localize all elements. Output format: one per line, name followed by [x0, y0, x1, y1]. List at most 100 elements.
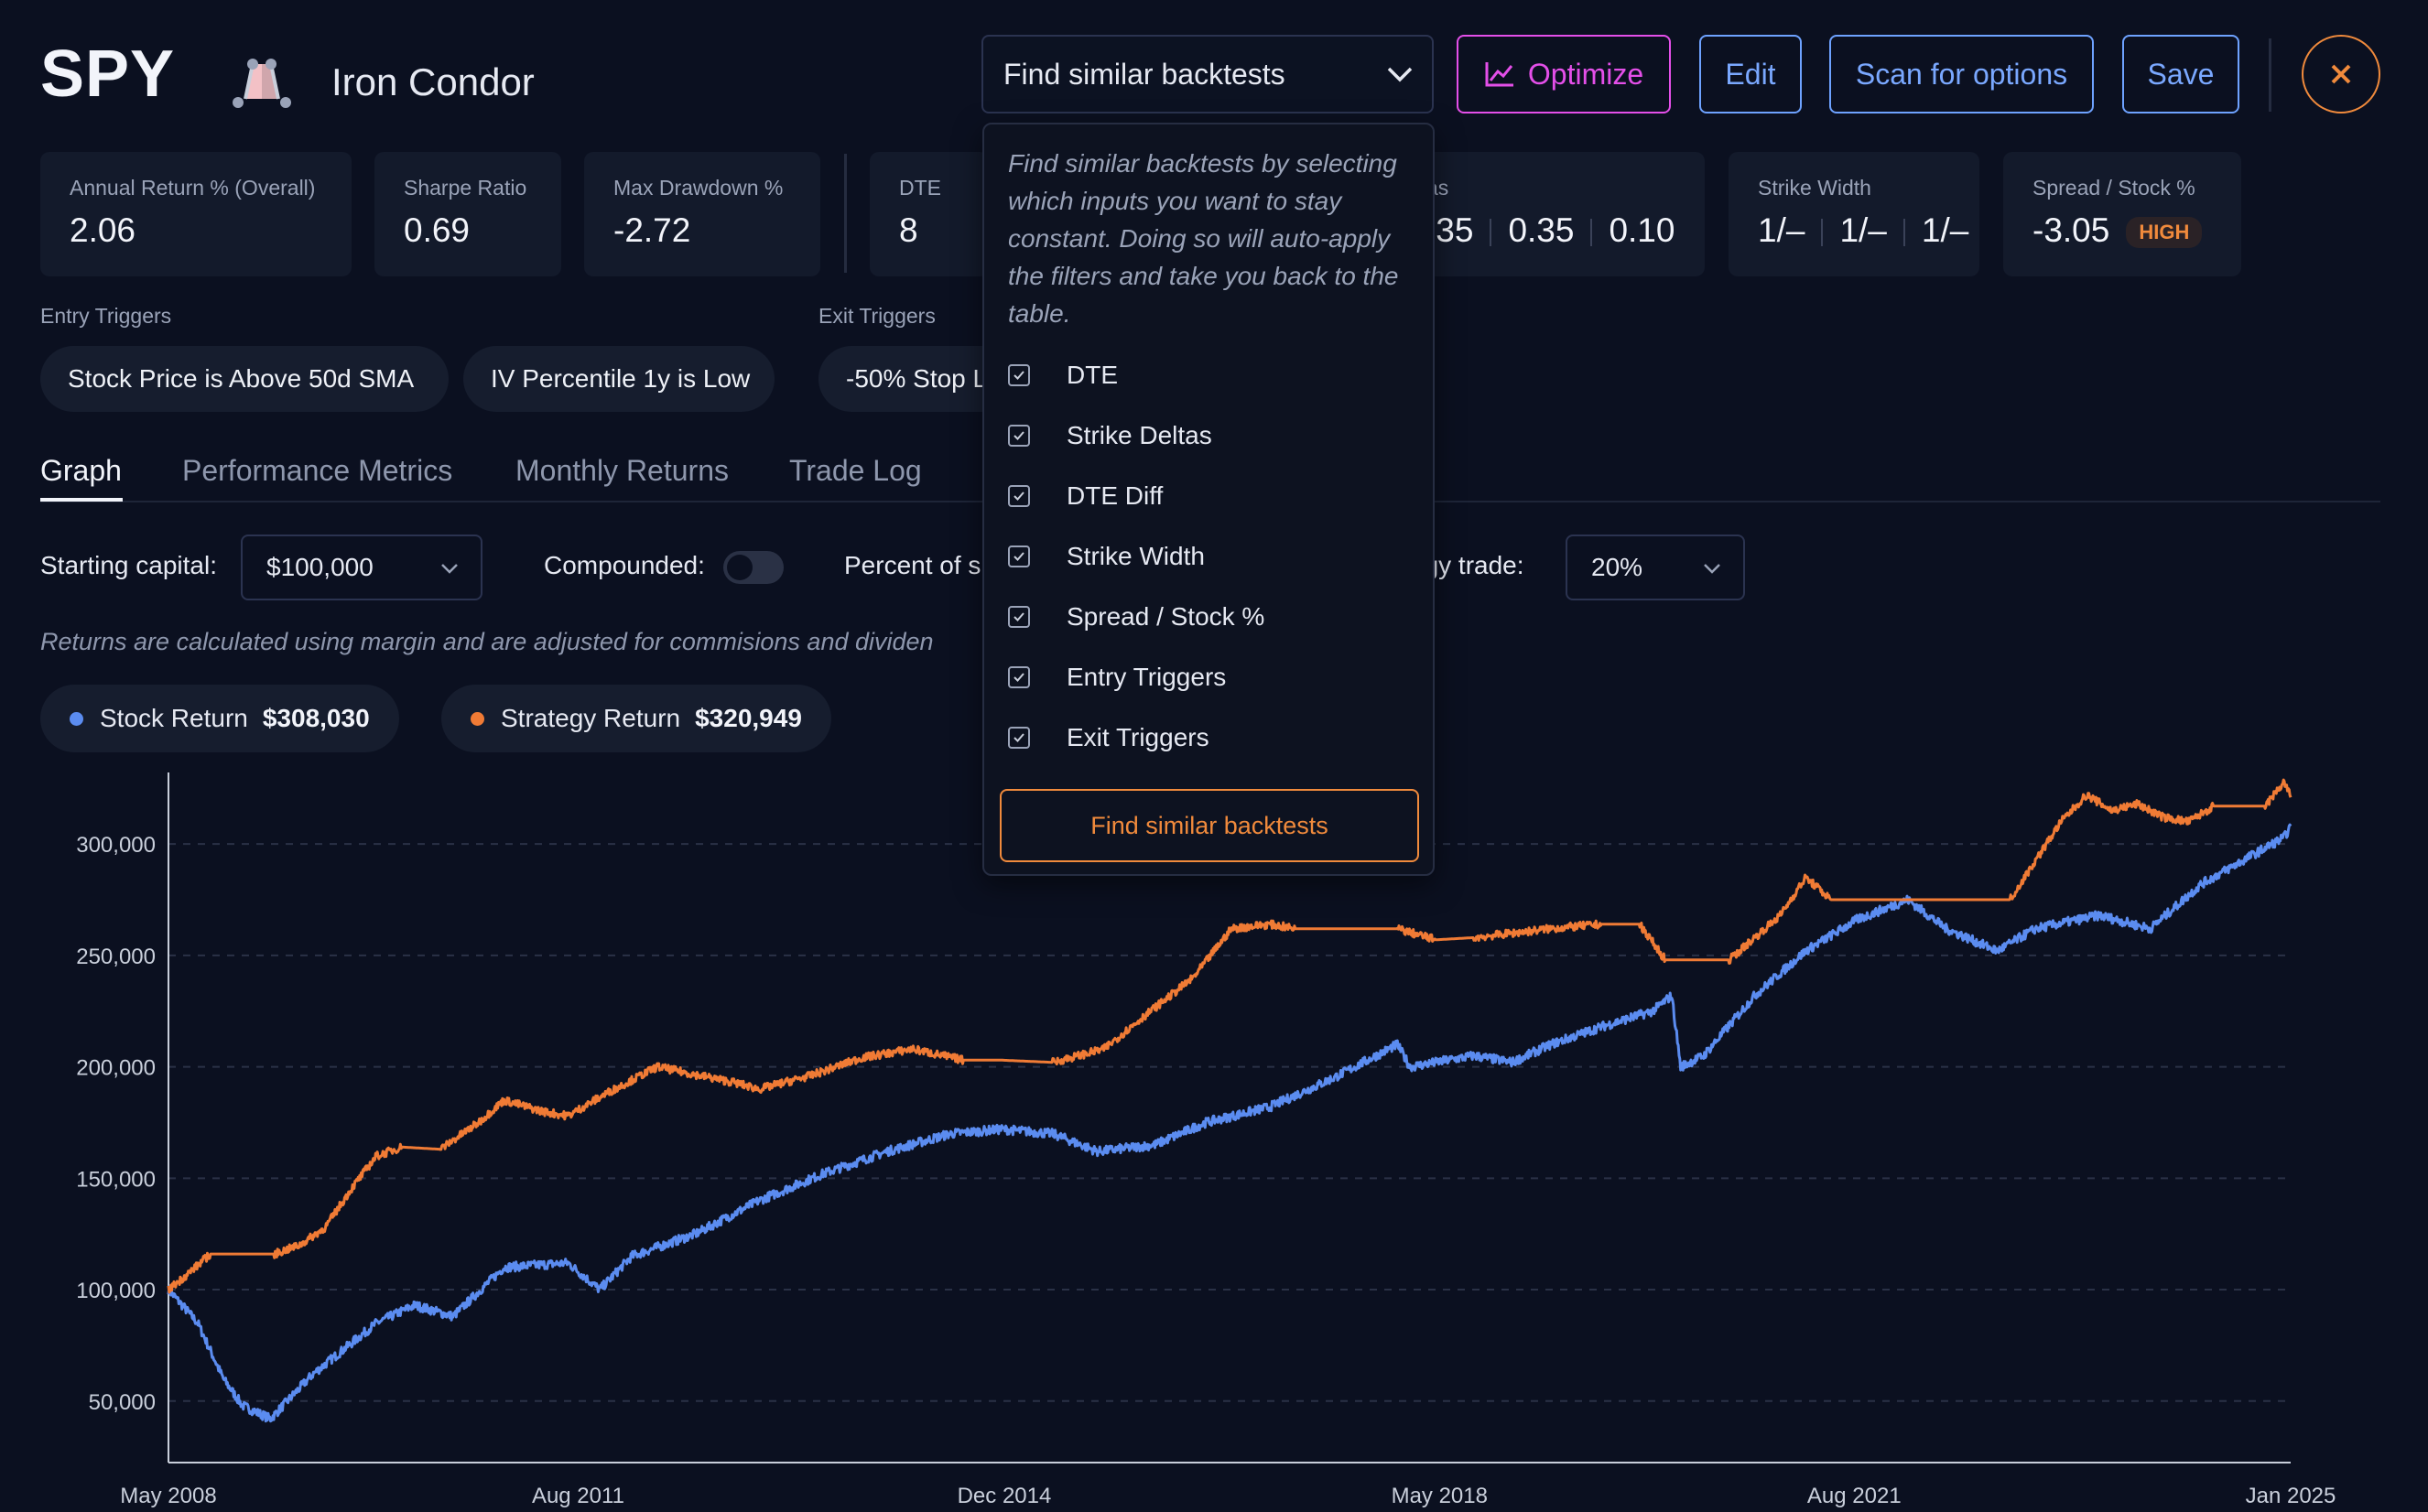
starting-capital-label: Starting capital:: [40, 551, 217, 579]
high-badge: HIGH: [2126, 217, 2203, 249]
strike-width-values: 1/– 1/– 1/–: [1758, 211, 1968, 250]
chevron-down-icon: [441, 564, 458, 574]
checkbox-icon[interactable]: [1008, 666, 1030, 688]
y-tick-label: 250,000: [76, 945, 156, 969]
strike-delta-3: 0.10: [1609, 211, 1675, 249]
popover-option-label: Entry Triggers: [1067, 663, 1227, 691]
popover-option-label: Strike Deltas: [1067, 421, 1212, 449]
stock-return-label: Stock Return: [100, 704, 248, 732]
spread-stock-value: -3.05: [2032, 211, 2110, 249]
strategy-return-label: Strategy Return: [501, 704, 681, 732]
strike-deltas-values: .35 0.35 0.10: [1426, 211, 1675, 250]
strike-width-3: 1/–: [1921, 211, 1969, 249]
find-similar-backtests-button[interactable]: Find similar backtests: [1000, 789, 1419, 862]
y-tick-label: 200,000: [76, 1056, 156, 1081]
checkbox-icon[interactable]: [1008, 425, 1030, 447]
sharpe-ratio-card: Sharpe Ratio 0.69: [374, 152, 561, 276]
entry-trigger-pill[interactable]: IV Percentile 1y is Low: [463, 346, 775, 412]
find-similar-popover: Find similar backtests by selecting whic…: [982, 123, 1435, 876]
max-drawdown-value: -2.72: [613, 211, 691, 249]
stock-return-line: [167, 823, 2293, 1423]
chevron-down-icon: [1387, 67, 1413, 82]
close-button[interactable]: [2302, 35, 2380, 113]
tab-monthly-returns[interactable]: Monthly Returns: [515, 454, 729, 487]
x-tick-label: Dec 2014: [958, 1484, 1052, 1508]
entry-triggers-label: Entry Triggers: [40, 304, 172, 328]
exit-trigger-pill[interactable]: -50% Stop L: [818, 346, 983, 412]
popover-option[interactable]: Entry Triggers: [1008, 657, 1226, 697]
spread-stock-label: Spread / Stock %: [2032, 176, 2195, 200]
strike-width-2: 1/–: [1839, 211, 1887, 249]
x-tick-label: May 2018: [1392, 1484, 1488, 1508]
strategy-name: Iron Condor: [331, 60, 535, 103]
sharpe-ratio-label: Sharpe Ratio: [404, 176, 527, 200]
starting-capital-select[interactable]: $100,000: [241, 535, 482, 600]
stock-dot-icon: [70, 711, 83, 726]
max-drawdown-card: Max Drawdown % -2.72: [584, 152, 820, 276]
close-icon: [2331, 64, 2351, 84]
dte-card: DTE 8: [870, 152, 989, 276]
strategy-return-line: [167, 778, 2293, 1294]
chevron-down-icon: [1704, 564, 1720, 574]
scan-for-options-button[interactable]: Scan for options: [1829, 35, 2094, 113]
iron-condor-icon: [225, 51, 298, 112]
checkbox-icon[interactable]: [1008, 364, 1030, 386]
checkbox-icon[interactable]: [1008, 545, 1030, 567]
annual-return-label: Annual Return % (Overall): [70, 176, 316, 200]
max-drawdown-label: Max Drawdown %: [613, 176, 784, 200]
annual-return-value: 2.06: [70, 211, 136, 249]
header-divider: [2269, 38, 2271, 112]
y-tick-label: 50,000: [89, 1390, 156, 1415]
tab-performance-metrics[interactable]: Performance Metrics: [182, 454, 453, 487]
dte-value: 8: [899, 211, 918, 249]
percent-select[interactable]: 20%: [1566, 535, 1745, 600]
x-tick-label: May 2008: [120, 1484, 216, 1508]
popover-option-label: Strike Width: [1067, 542, 1205, 570]
line-chart-icon: [1485, 62, 1513, 87]
dte-label: DTE: [899, 176, 941, 200]
compounded-toggle[interactable]: [723, 551, 784, 584]
strategy-return-value: $320,949: [695, 704, 802, 732]
strike-width-1: 1/–: [1758, 211, 1805, 249]
tab-graph[interactable]: Graph: [40, 454, 122, 487]
popover-option[interactable]: Spread / Stock %: [1008, 597, 1264, 637]
checkbox-icon[interactable]: [1008, 606, 1030, 628]
sharpe-ratio-value: 0.69: [404, 211, 471, 249]
strike-deltas-label: as: [1426, 176, 1449, 200]
y-tick-label: 100,000: [76, 1279, 156, 1303]
optimize-button[interactable]: Optimize: [1457, 35, 1671, 113]
starting-capital-value: $100,000: [266, 553, 374, 581]
find-similar-dropdown[interactable]: Find similar backtests: [981, 35, 1434, 113]
strategy-dot-icon: [471, 711, 484, 726]
edit-button[interactable]: Edit: [1699, 35, 1802, 113]
entry-trigger-pill[interactable]: Stock Price is Above 50d SMA: [40, 346, 449, 412]
popover-option[interactable]: DTE: [1008, 355, 1118, 395]
save-button[interactable]: Save: [2122, 35, 2239, 113]
spread-stock-card: Spread / Stock % -3.05 HIGH: [2003, 152, 2241, 276]
find-similar-dropdown-label: Find similar backtests: [1003, 57, 1285, 91]
x-tick-label: Aug 2021: [1807, 1484, 1902, 1508]
popover-option[interactable]: Strike Deltas: [1008, 416, 1212, 456]
y-tick-label: 150,000: [76, 1167, 156, 1192]
popover-option[interactable]: DTE Diff: [1008, 476, 1163, 516]
checkbox-icon[interactable]: [1008, 485, 1030, 507]
metrics-divider: [844, 154, 847, 273]
returns-chart[interactable]: 50,000 100,000 150,000 200,000 250,000 300,00…: [0, 769, 2428, 1512]
strike-width-card: Strike Width 1/– 1/– 1/–: [1729, 152, 1979, 276]
percent-value: 20%: [1591, 553, 1643, 581]
popover-option-label: DTE Diff: [1067, 481, 1164, 510]
tab-trade-log[interactable]: Trade Log: [789, 454, 922, 487]
spread-stock-value-row: -3.05 HIGH: [2032, 211, 2212, 250]
checkbox-icon[interactable]: [1008, 727, 1030, 749]
strategy-return-legend[interactable]: Strategy Return $320,949: [441, 685, 831, 752]
popover-option[interactable]: Exit Triggers: [1008, 718, 1209, 758]
popover-option-label: Spread / Stock %: [1067, 602, 1265, 631]
x-tick-label: Aug 2011: [532, 1484, 624, 1508]
exit-triggers-label: Exit Triggers: [818, 304, 936, 328]
y-tick-label: 300,000: [76, 833, 156, 858]
popover-option[interactable]: Strike Width: [1008, 536, 1205, 577]
popover-description: Find similar backtests by selecting whic…: [1008, 149, 1399, 328]
stock-return-legend[interactable]: Stock Return $308,030: [40, 685, 399, 752]
returns-disclaimer: Returns are calculated using margin and …: [40, 628, 934, 655]
compounded-label: Compounded:: [544, 551, 705, 579]
